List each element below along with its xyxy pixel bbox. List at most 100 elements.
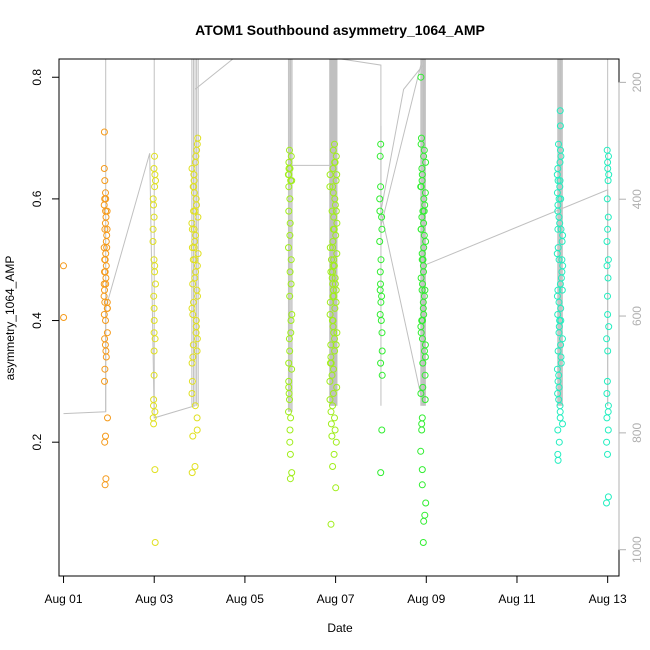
scatter-aug12-13-point (554, 177, 562, 185)
scatter-aug01-point (101, 377, 108, 385)
scatter-aug01-point (100, 128, 108, 136)
scatter-aug03-point (188, 225, 196, 233)
scatter-aug03-point (188, 390, 196, 397)
scatter-aug12-13-point (554, 311, 562, 318)
scatter-aug06-07-point (329, 463, 337, 470)
scatter-aug06-07-point (329, 244, 337, 252)
scatter-aug01-point (100, 311, 108, 318)
scatter-aug03-point (150, 213, 158, 221)
scatter-aug06-07-point (326, 311, 334, 318)
scatter-aug03-point (188, 377, 196, 385)
scatter-aug12-13-point (604, 177, 612, 185)
y-tick-label: 0.2 (30, 434, 44, 451)
x-tick-label: Aug 03 (135, 592, 173, 606)
y-axis-label: asymmetry_1064_AMP (3, 256, 17, 381)
scatter-aug06-07-point (333, 250, 341, 258)
scatter-aug12-13-point (557, 341, 565, 349)
x-axis: Aug 01 Aug 03 Aug 05 Aug 07 Aug 09 Aug 11 Aug … (45, 575, 627, 606)
scatter-aug01-point (60, 314, 68, 321)
scatter-aug03-point (149, 238, 157, 245)
scatter-aug08-09-point (378, 225, 386, 233)
scatter-aug12-13-point (555, 256, 563, 264)
scatter-aug06-07-point (331, 414, 338, 422)
scatter-aug03-point (188, 359, 196, 367)
scatter-aug08-09-point (417, 183, 425, 191)
scatter-aug12-13-point (556, 280, 564, 288)
scatter-aug12-13-point (556, 107, 564, 115)
scatter-aug01-point (102, 475, 110, 483)
scatter-aug08-09-point (420, 152, 428, 160)
scatter-aug03-point (193, 335, 201, 343)
scatter-aug03-point (189, 432, 197, 440)
y-tick-label: 0.6 (30, 190, 44, 207)
scatter-aug01-point (102, 207, 110, 215)
scatter-aug03-point (189, 256, 197, 264)
scatter-aug12-13-point (557, 304, 565, 312)
scatter-aug06-07-point (328, 371, 336, 379)
scatter-aug08-09-point (418, 286, 426, 294)
scatter-aug01-point (102, 432, 109, 440)
scatter-aug06-07-point (286, 426, 294, 434)
scatter-aug06-07-point (286, 347, 294, 355)
scatter-aug01-point (101, 286, 108, 294)
scatter-aug03-point (193, 414, 201, 422)
scatter-aug06-07-point (288, 177, 296, 185)
scatter-aug08-09-point (417, 225, 425, 233)
scatter-aug03-point (150, 347, 158, 355)
scatter-aug12-13-point (603, 499, 610, 507)
scatter-aug03-point (193, 262, 201, 270)
scatter-aug12-13-point (603, 195, 611, 203)
scatter-aug08-09-point (376, 195, 384, 203)
scatter-aug12-13-point (556, 122, 564, 130)
points-layer (60, 73, 613, 546)
scatter-aug06-07-point (333, 329, 341, 337)
scatter-aug03-point (189, 341, 197, 349)
scatter-aug06-07-point (285, 408, 292, 416)
scatter-aug03-point (152, 280, 159, 288)
scatter-aug06-07-point (327, 408, 335, 416)
scatter-aug12-13-point (558, 286, 566, 294)
scatter-aug12-13-point (604, 292, 611, 300)
scatter-aug12-13-point (557, 359, 565, 367)
secondary-y-axis: 200 400 600 800 1000 (618, 72, 644, 563)
scatter-aug03-point (150, 201, 157, 209)
scatter-aug06-07-point (288, 365, 296, 373)
scatter-aug03-point (191, 274, 199, 282)
scatter-aug08-09-point (422, 499, 430, 507)
scatter-aug08-09-point (377, 359, 385, 367)
scatter-aug12-13-point (605, 171, 613, 179)
scatter-aug06-07-point (285, 359, 293, 367)
scatter-aug08-09-point (420, 219, 428, 227)
scatter-aug12-13-point (554, 456, 562, 464)
scatter-aug08-09-point (418, 426, 426, 434)
scatter-aug01-point (103, 244, 111, 252)
scatter-aug03-point (190, 244, 198, 252)
scatter-aug06-07-point (332, 286, 340, 294)
scatter-aug01-point (60, 262, 67, 270)
scatter-aug03-point (191, 463, 199, 470)
plot-frame (58, 58, 620, 577)
scatter-aug06-07-point (327, 420, 335, 428)
scatter-aug06-07-point (327, 341, 335, 349)
scatter-aug03-point (151, 539, 159, 546)
scatter-aug08-09-point (417, 140, 425, 148)
scatter-aug03-point (194, 213, 202, 221)
scatter-aug12-13-point (605, 152, 612, 160)
scatter-aug06-07-point (326, 171, 334, 179)
scatter-aug06-07-point (329, 146, 337, 154)
scatter-aug03-point (149, 195, 157, 203)
scatter-aug12-13-point (604, 225, 612, 233)
scatter-aug06-07-point (329, 390, 337, 397)
scatter-aug08-09-point (377, 317, 385, 324)
scatter-aug06-07-point (329, 225, 337, 233)
scatter-aug06-07-point (332, 177, 340, 185)
scatter-aug01-point (103, 225, 111, 233)
scatter-aug08-09-point (376, 152, 384, 160)
scatter-aug12-13-point (604, 213, 612, 221)
scatter-aug12-13-point (605, 323, 613, 331)
scatter-aug08-09-point (418, 414, 426, 422)
scatter-aug08-09-point (376, 311, 384, 318)
scatter-aug06-07-point (328, 432, 336, 440)
scatter-aug06-07-point (329, 317, 337, 324)
